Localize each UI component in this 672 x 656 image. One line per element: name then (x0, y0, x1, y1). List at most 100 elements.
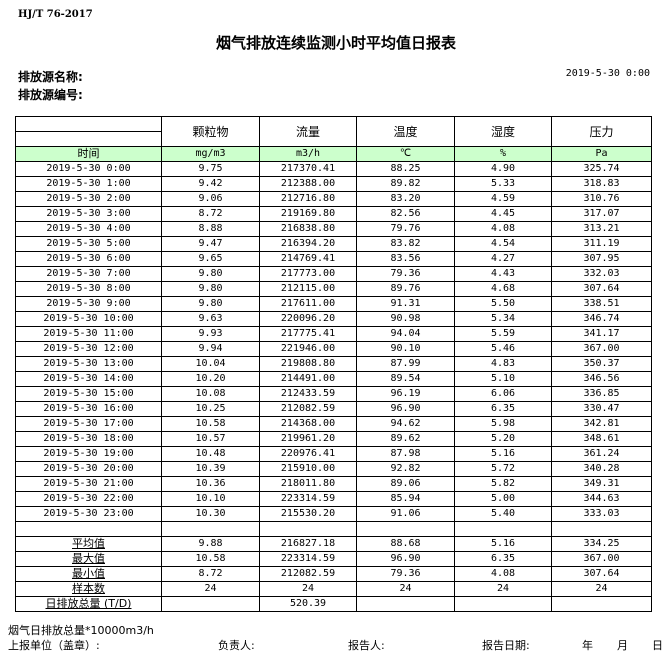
table-row: 2019-5-30 9:00 9.80 217611.00 91.31 5.50 338.… (15, 296, 652, 312)
table-row: 2019-5-30 16:00 10.25 212082.59 96.90 6.35 33… (15, 401, 652, 417)
value-cell: 349.31 (551, 476, 652, 492)
value-cell: 9.75 (161, 161, 260, 177)
time-cell: 2019-5-30 5:00 (15, 236, 162, 252)
value-cell: 83.82 (356, 236, 455, 252)
value-cell: 217611.00 (259, 296, 357, 312)
value-cell: 79.36 (356, 566, 455, 582)
value-cell: 10.20 (161, 371, 260, 387)
value-cell: 223314.59 (259, 491, 357, 507)
value-cell: 89.54 (356, 371, 455, 387)
value-cell: 96.90 (356, 551, 455, 567)
value-cell: 5.40 (454, 506, 552, 522)
time-cell: 2019-5-30 3:00 (15, 206, 162, 222)
value-cell: 94.04 (356, 326, 455, 342)
time-cell: 2019-5-30 8:00 (15, 281, 162, 297)
value-cell: 5.33 (454, 176, 552, 192)
value-cell: 94.62 (356, 416, 455, 432)
time-cell: 2019-5-30 2:00 (15, 191, 162, 207)
value-cell: 9.47 (161, 236, 260, 252)
value-cell: 215910.00 (259, 461, 357, 477)
table-row: 2019-5-30 1:00 9.42 212388.00 89.82 5.33 318.… (15, 176, 652, 192)
value-cell: 212082.59 (259, 401, 357, 417)
value-cell: 83.20 (356, 191, 455, 207)
time-cell: 2019-5-30 0:00 (15, 161, 162, 177)
value-cell (356, 596, 455, 612)
value-cell: 91.06 (356, 506, 455, 522)
value-cell: 10.48 (161, 446, 260, 462)
time-cell: 2019-5-30 21:00 (15, 476, 162, 492)
value-cell: 367.00 (551, 551, 652, 567)
value-cell: 5.82 (454, 476, 552, 492)
time-cell: 2019-5-30 20:00 (15, 461, 162, 477)
header-row: 颗粒物 流量 温度 湿度 压力 (15, 116, 652, 147)
time-cell: 2019-5-30 10:00 (15, 311, 162, 327)
time-cell: 2019-5-30 1:00 (15, 176, 162, 192)
column-header: 颗粒物 (161, 116, 260, 147)
value-cell: 212716.80 (259, 191, 357, 207)
value-cell: 24 (259, 581, 357, 597)
value-cell: 216394.20 (259, 236, 357, 252)
value-cell: 87.98 (356, 446, 455, 462)
table-row: 2019-5-30 15:00 10.08 212433.59 96.19 6.06 33… (15, 386, 652, 402)
value-cell: 318.83 (551, 176, 652, 192)
table-row: 2019-5-30 20:00 10.39 215910.00 92.82 5.72 34… (15, 461, 652, 477)
time-cell: 2019-5-30 22:00 (15, 491, 162, 507)
report-date-label: 报告日期: (482, 639, 530, 652)
blank-row (15, 521, 652, 537)
table-row: 2019-5-30 11:00 9.93 217775.41 94.04 5.59 341… (15, 326, 652, 342)
value-cell: 307.64 (551, 566, 652, 582)
value-cell: 5.59 (454, 326, 552, 342)
column-unit: % (454, 146, 552, 162)
time-cell: 2019-5-30 11:00 (15, 326, 162, 342)
value-cell: 5.46 (454, 341, 552, 357)
value-cell: 341.17 (551, 326, 652, 342)
value-cell: 307.64 (551, 281, 652, 297)
value-cell (161, 596, 260, 612)
value-cell: 344.63 (551, 491, 652, 507)
value-cell: 6.06 (454, 386, 552, 402)
empty-cell (454, 521, 552, 537)
value-cell: 215530.20 (259, 506, 357, 522)
table-row: 2019-5-30 0:00 9.75 217370.41 88.25 4.90 325.… (15, 161, 652, 177)
value-cell: 346.74 (551, 311, 652, 327)
value-cell: 24 (551, 581, 652, 597)
summary-row: 平均值 9.88 216827.18 88.68 5.16 334.25 (15, 536, 652, 552)
value-cell: 334.25 (551, 536, 652, 552)
value-cell: 89.82 (356, 176, 455, 192)
value-cell: 4.54 (454, 236, 552, 252)
value-cell: 217775.41 (259, 326, 357, 342)
value-cell: 220976.41 (259, 446, 357, 462)
value-cell: 338.51 (551, 296, 652, 312)
value-cell: 10.36 (161, 476, 260, 492)
value-cell: 317.07 (551, 206, 652, 222)
value-cell: 9.63 (161, 311, 260, 327)
value-cell: 219169.80 (259, 206, 357, 222)
value-cell: 367.00 (551, 341, 652, 357)
page-title: 烟气排放连续监测小时平均值日报表 (215, 34, 456, 52)
value-cell: 348.61 (551, 431, 652, 447)
value-cell: 5.16 (454, 446, 552, 462)
value-cell: 8.88 (161, 221, 260, 237)
value-cell: 91.31 (356, 296, 455, 312)
summary-row: 最大值 10.58 223314.59 96.90 6.35 367.00 (15, 551, 652, 567)
value-cell: 223314.59 (259, 551, 357, 567)
value-cell: 350.37 (551, 356, 652, 372)
value-cell: 9.80 (161, 266, 260, 282)
value-cell: 9.80 (161, 281, 260, 297)
time-cell: 2019-5-30 19:00 (15, 446, 162, 462)
value-cell: 216838.80 (259, 221, 357, 237)
value-cell: 79.36 (356, 266, 455, 282)
value-cell: 10.39 (161, 461, 260, 477)
value-cell: 10.25 (161, 401, 260, 417)
table-row: 2019-5-30 14:00 10.20 214491.00 89.54 5.10 34… (15, 371, 652, 387)
value-cell: 5.00 (454, 491, 552, 507)
value-cell: 8.72 (161, 206, 260, 222)
value-cell: 212388.00 (259, 176, 357, 192)
table-row: 2019-5-30 7:00 9.80 217773.00 79.36 4.43 332.… (15, 266, 652, 282)
empty-cell (356, 521, 455, 537)
summary-row: 样本数 24 24 24 24 24 (15, 581, 652, 597)
column-header: 压力 (551, 116, 652, 147)
value-cell: 219808.80 (259, 356, 357, 372)
time-cell: 2019-5-30 23:00 (15, 506, 162, 522)
table-row: 2019-5-30 6:00 9.65 214769.41 83.56 4.27 307.… (15, 251, 652, 267)
